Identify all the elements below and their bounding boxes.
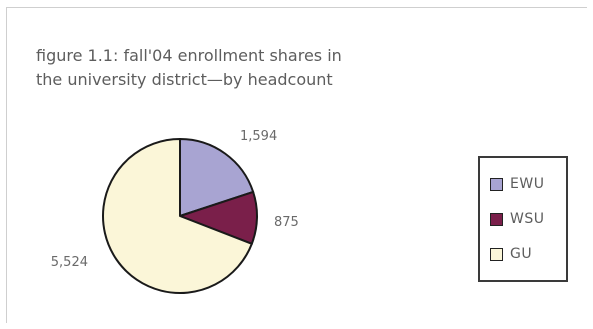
pie-slice-gu	[102, 138, 253, 294]
legend-item-gu: GU	[490, 244, 532, 264]
legend: EWU WSU GU	[478, 156, 568, 282]
legend-swatch-wsu	[490, 212, 503, 226]
data-label-ewu: 1,594	[240, 129, 277, 144]
legend-label-ewu: EWU	[510, 176, 545, 192]
legend-swatch-ewu	[490, 177, 503, 191]
legend-label-gu: GU	[510, 246, 533, 262]
pie-slice-ewu	[179, 138, 255, 217]
chart-frame	[6, 7, 587, 323]
chart-title: figure 1.1: fall'04 enrollment shares in…	[36, 46, 342, 89]
legend-item-wsu: WSU	[490, 209, 544, 229]
data-label-gu: 5,524	[51, 255, 88, 270]
legend-item-ewu: EWU	[490, 174, 544, 194]
legend-swatch-gu	[490, 247, 503, 261]
data-label-wsu: 875	[274, 215, 299, 230]
legend-label-wsu: WSU	[510, 211, 545, 227]
